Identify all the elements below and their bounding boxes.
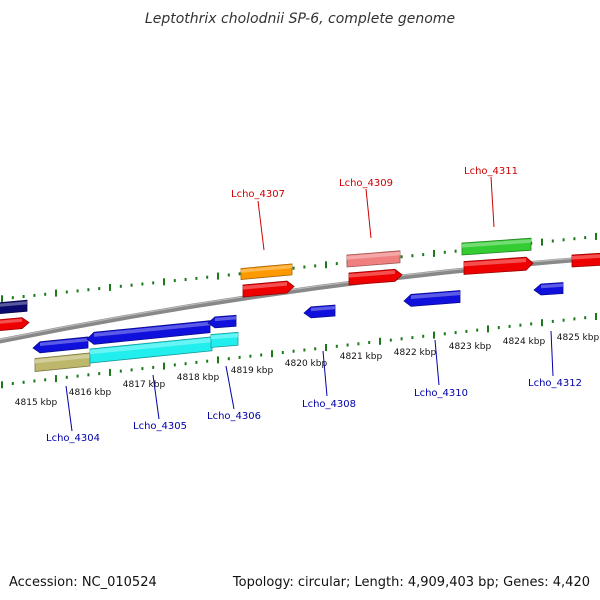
gene-label-lcho-4312[interactable]: Lcho_4312 (528, 378, 582, 389)
map-title: Leptothrix cholodnii SP-6, complete geno… (145, 11, 455, 27)
accession-text: Accession: NC_010524 (9, 575, 157, 590)
label-connector-line (490, 176, 495, 228)
genome-summary-text: Topology: circular; Length: 4,909,403 bp… (232, 575, 590, 590)
label-connector-line (365, 188, 372, 239)
khaki-feature-4304[interactable] (34, 352, 91, 372)
red-feature-right[interactable] (571, 252, 600, 268)
scale-label-4819: 4819 kbp (231, 366, 274, 376)
feature-track (0, 237, 600, 372)
green-feature-4311[interactable] (461, 237, 532, 256)
blue-feature-4310[interactable] (403, 290, 461, 307)
scale-label-4822: 4822 kbp (394, 348, 437, 358)
blue-feature-4312[interactable] (533, 282, 564, 296)
gene-label-lcho-4305[interactable]: Lcho_4305 (133, 421, 187, 432)
label-connector-line (322, 350, 328, 397)
scale-label-4825: 4825 kbp (557, 333, 600, 343)
red-feature-left[interactable] (0, 317, 30, 332)
label-connector-line (152, 374, 160, 420)
scale-ticks (1, 232, 597, 389)
blue-feature-4306[interactable] (207, 314, 237, 329)
red-feature-4309[interactable] (348, 268, 403, 286)
label-connector-line (434, 339, 440, 386)
gene-label-lcho-4307[interactable]: Lcho_4307 (231, 189, 285, 200)
label-connectors (65, 176, 554, 432)
scale-label-4818: 4818 kbp (177, 373, 220, 383)
scale-labels: 4815 kbp 4816 kbp 4817 kbp 4818 kbp 4819… (15, 333, 600, 408)
scale-label-4820: 4820 kbp (285, 359, 328, 369)
cyan-feature-4306[interactable] (210, 331, 239, 348)
blue-feature-4305[interactable] (86, 320, 211, 345)
gene-labels: Lcho_4307 Lcho_4309 Lcho_4311 Lcho_4304 … (46, 166, 582, 444)
label-connector-line (225, 365, 235, 410)
gene-label-lcho-4306[interactable]: Lcho_4306 (207, 411, 261, 422)
blue-feature-4304[interactable] (32, 336, 89, 354)
cyan-feature-4305[interactable] (89, 336, 213, 364)
scale-label-4816: 4816 kbp (69, 388, 112, 398)
scale-label-4817: 4817 kbp (123, 380, 166, 390)
scale-label-4823: 4823 kbp (449, 342, 492, 352)
gene-label-lcho-4308[interactable]: Lcho_4308 (302, 399, 356, 410)
scale-label-4824: 4824 kbp (503, 337, 546, 347)
red-feature-4311[interactable] (463, 256, 534, 275)
salmon-feature-4309[interactable] (346, 250, 401, 268)
scale-label-4821: 4821 kbp (340, 352, 383, 362)
red-feature-4307[interactable] (242, 280, 295, 298)
label-connector-line (65, 385, 73, 432)
orange-feature-4307[interactable] (240, 263, 293, 280)
gene-label-lcho-4309[interactable]: Lcho_4309 (339, 178, 393, 189)
gene-label-lcho-4311[interactable]: Lcho_4311 (464, 166, 518, 177)
gene-label-lcho-4310[interactable]: Lcho_4310 (414, 388, 468, 399)
gene-label-lcho-4304[interactable]: Lcho_4304 (46, 433, 100, 444)
navy-feature-left[interactable] (0, 299, 28, 315)
label-connector-line (550, 330, 554, 377)
scale-label-4815: 4815 kbp (15, 398, 58, 408)
blue-feature-4308[interactable] (303, 304, 336, 319)
label-connector-line (257, 200, 265, 251)
